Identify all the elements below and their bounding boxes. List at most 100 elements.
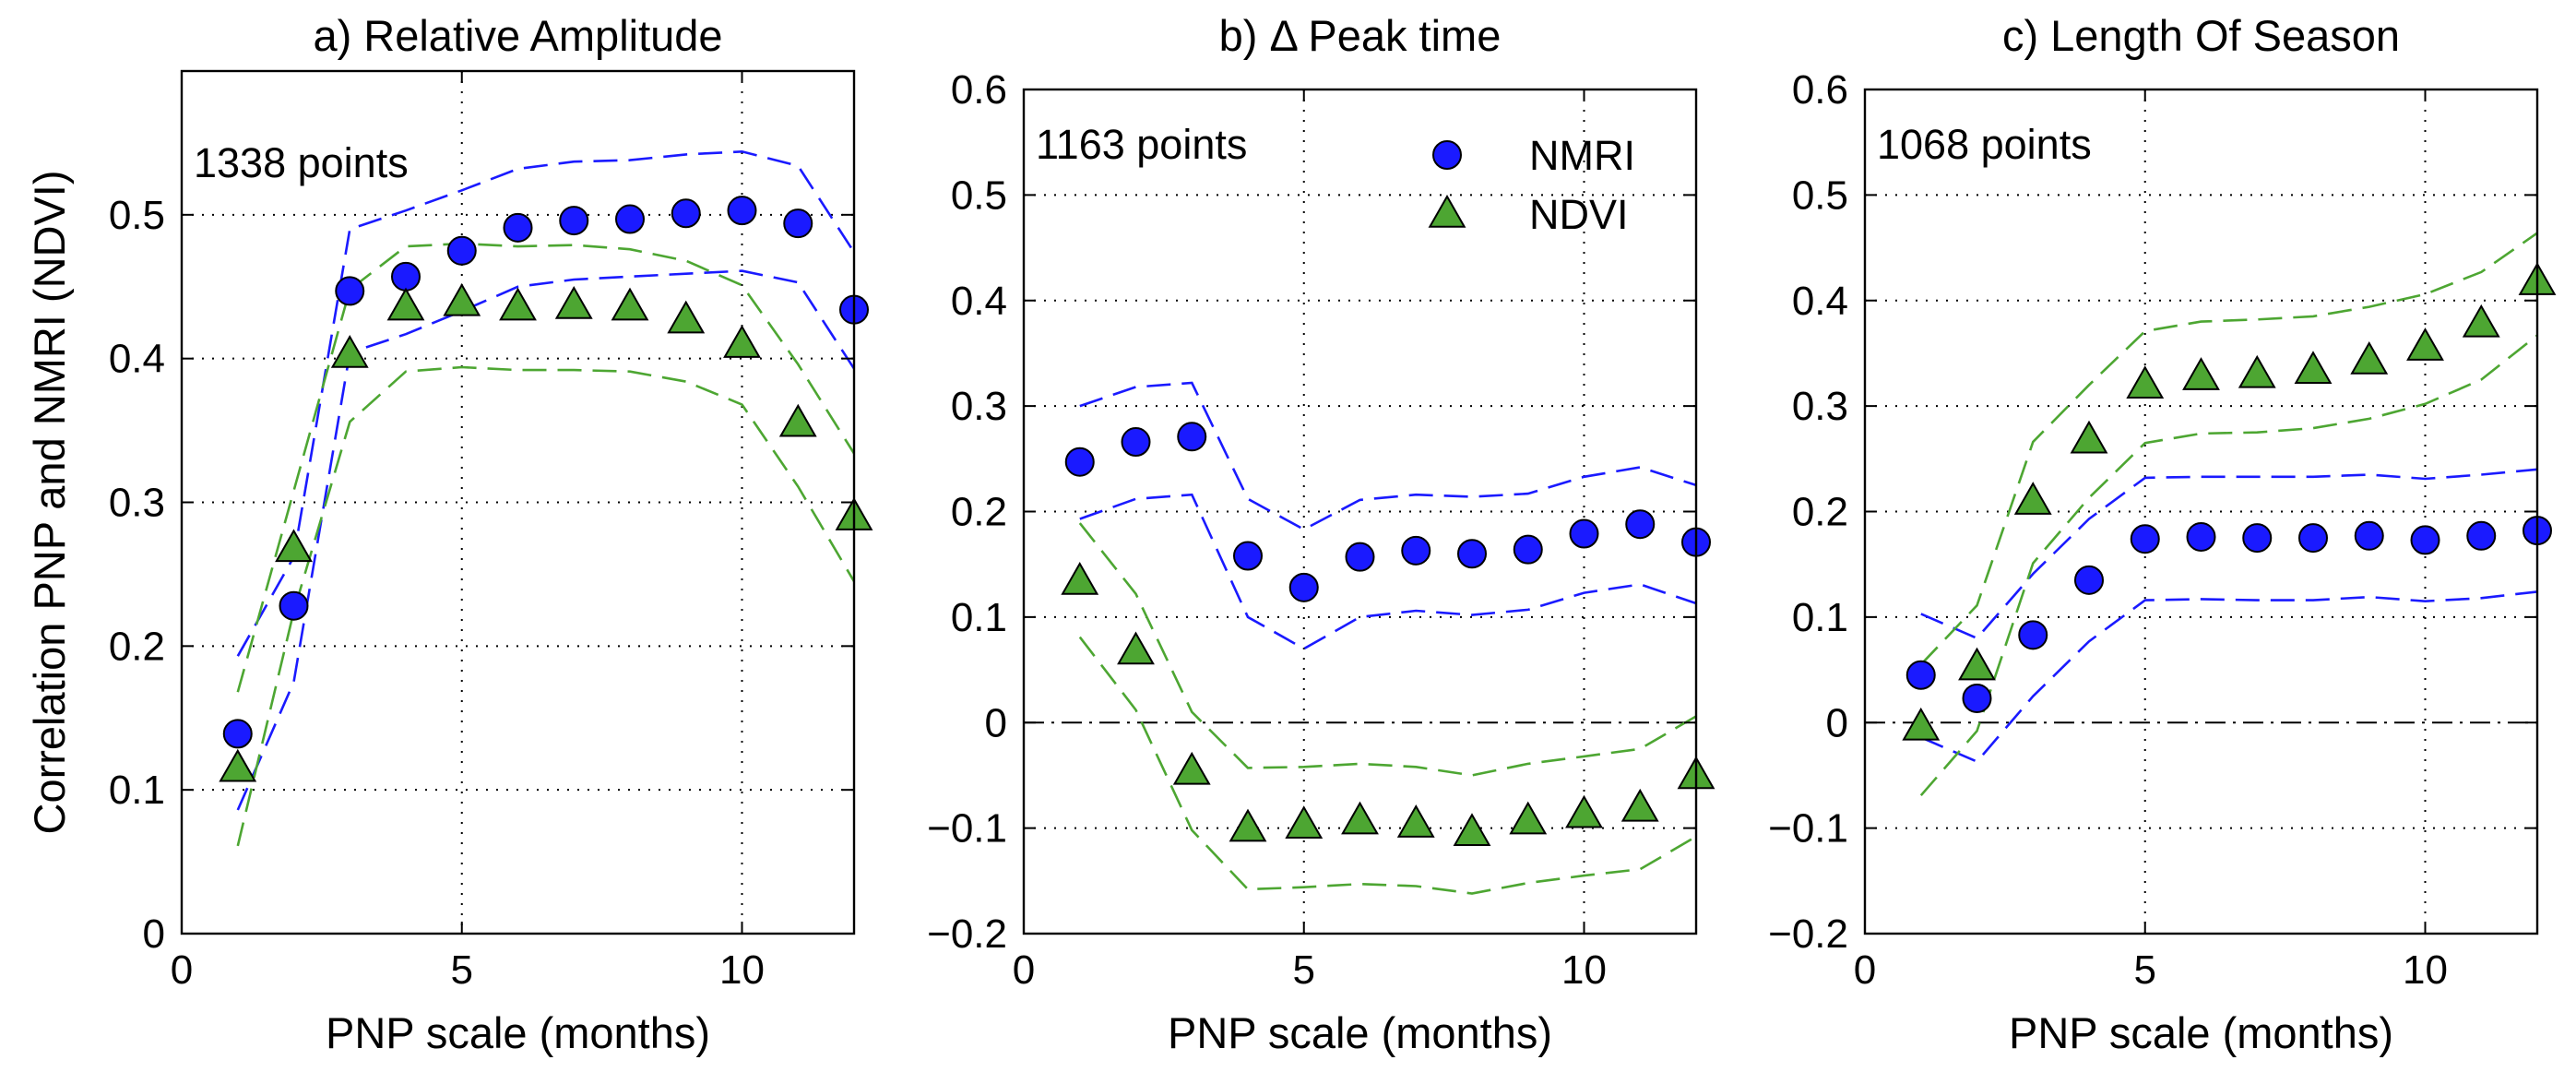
- points-annotation: 1338 points: [194, 139, 409, 186]
- point-ndvi-2: [275, 529, 313, 563]
- point-nmri-6: [1345, 542, 1375, 572]
- point-ndvi-5: [1285, 805, 1324, 839]
- point-ndvi-6: [499, 287, 537, 321]
- point-nmri-11: [1625, 509, 1656, 540]
- y-tick-label: 0.2: [109, 624, 165, 669]
- point-ndvi-1: [219, 748, 257, 782]
- points-annotation: 1163 points: [1036, 121, 1247, 168]
- y-tick-label: 0.1: [109, 768, 165, 813]
- y-tick-label: 0: [1826, 700, 1848, 745]
- x-tick-label: 5: [1293, 947, 1315, 993]
- point-ndvi-10: [723, 325, 761, 358]
- y-tick-label: 0: [985, 700, 1007, 745]
- chart-panel-2: 0 5 10 −0.2 −0.1 0 0.1 0.2 0.3 0.4 0.5 0.6 b) Δ Peak…: [927, 11, 1715, 1057]
- point-ndvi-8: [2294, 351, 2333, 385]
- y-tick-label: −0.1: [927, 806, 1007, 852]
- band-nmri-upper: [1079, 381, 1696, 531]
- point-ndvi-9: [2350, 340, 2389, 375]
- point-ndvi-6: [2182, 357, 2220, 390]
- band-ndvi-lower: [1078, 636, 1696, 895]
- legend-label-nmri: NMRI: [1529, 132, 1635, 179]
- chart-title: b) Δ Peak time: [1219, 11, 1502, 60]
- point-ndvi-1: [1061, 561, 1099, 595]
- point-ndvi-9: [667, 300, 706, 334]
- point-nmri-5: [446, 235, 477, 266]
- point-nmri-1: [222, 719, 253, 749]
- confidence-bands: [1919, 232, 2537, 797]
- point-ndvi-10: [1565, 794, 1603, 828]
- point-nmri-10: [2410, 525, 2440, 555]
- legend: NMRI NDVI: [1428, 132, 1635, 238]
- y-axis-label: Correlation PNP and NMRI (NDVI): [25, 170, 74, 834]
- point-nmri-5: [2130, 524, 2160, 554]
- y-tick-label: 0.2: [1792, 490, 1848, 535]
- point-nmri-2: [1121, 427, 1151, 458]
- y-tick-label: 0.5: [109, 193, 165, 238]
- point-nmri-11: [2466, 520, 2497, 551]
- x-axis-label: PNP scale (months): [1168, 1008, 1552, 1057]
- band-ndvi-upper: [1919, 232, 2537, 666]
- point-ndvi-10: [2406, 328, 2444, 361]
- x-tick-label: 10: [2403, 947, 2448, 993]
- point-ndvi-8: [1453, 813, 1491, 846]
- y-tick-label: 0.3: [1792, 384, 1848, 429]
- point-nmri-5: [1288, 572, 1319, 602]
- point-nmri-1: [1064, 447, 1095, 477]
- point-nmri-8: [615, 204, 645, 234]
- point-ndvi-5: [2126, 365, 2165, 399]
- x-tick-label: 0: [171, 947, 193, 993]
- legend-marker-ndvi: [1428, 195, 1466, 228]
- band-ndvi-lower: [1919, 334, 2537, 797]
- y-tick-label: 0.3: [109, 481, 165, 526]
- y-tick-label: 0.1: [1792, 595, 1848, 640]
- point-ndvi-11: [2462, 304, 2500, 338]
- x-tick-label: 5: [451, 947, 473, 993]
- point-nmri-11: [783, 208, 813, 239]
- point-ndvi-8: [611, 287, 649, 321]
- y-tick-label: 0.4: [109, 337, 165, 382]
- band-nmri-lower: [236, 269, 854, 811]
- point-nmri-4: [391, 261, 421, 292]
- band-nmri-upper: [1920, 468, 2537, 640]
- point-ndvi-1: [1902, 707, 1941, 741]
- point-ndvi-11: [1620, 788, 1659, 822]
- point-nmri-7: [1401, 535, 1431, 566]
- point-ndvi-4: [1229, 808, 1267, 842]
- y-tick-label: −0.2: [927, 911, 1007, 957]
- point-ndvi-4: [386, 287, 425, 321]
- x-tick-label: 5: [2134, 947, 2156, 993]
- point-ndvi-5: [443, 282, 481, 316]
- point-nmri-6: [2186, 521, 2216, 552]
- point-ndvi-3: [2013, 482, 2052, 515]
- point-ndvi-3: [1172, 751, 1211, 785]
- x-tick-label: 0: [1854, 947, 1876, 993]
- point-nmri-3: [335, 276, 365, 306]
- legend-marker-nmri: [1432, 140, 1462, 170]
- point-ndvi-2: [1117, 631, 1155, 665]
- y-tick-label: 0.3: [951, 384, 1007, 429]
- y-tick-label: 0.2: [951, 490, 1007, 535]
- chart-title: c) Length Of Season: [2002, 11, 2400, 60]
- point-nmri-6: [503, 212, 533, 243]
- y-tick-label: 0: [143, 911, 165, 957]
- point-ndvi-7: [554, 286, 593, 319]
- point-nmri-4: [1233, 541, 1263, 571]
- point-ndvi-7: [2238, 354, 2276, 388]
- point-nmri-2: [279, 590, 309, 621]
- y-tick-label: 0.1: [951, 595, 1007, 640]
- band-nmri-lower: [1079, 493, 1696, 650]
- x-axis-label: PNP scale (months): [2009, 1008, 2393, 1057]
- point-ndvi-7: [1396, 804, 1435, 838]
- confidence-bands: [1078, 381, 1696, 895]
- point-ndvi-9: [1509, 801, 1548, 835]
- point-nmri-9: [1513, 534, 1543, 565]
- y-tick-label: −0.2: [1768, 911, 1848, 957]
- point-nmri-4: [2074, 565, 2104, 595]
- point-ndvi-2: [1958, 647, 1996, 681]
- point-nmri-2: [1962, 683, 1992, 713]
- chart-panel-1: 0 5 10 0 0.1 0.2 0.3 0.4 0.5 a) Relative Amplitud…: [25, 11, 873, 1057]
- point-nmri-8: [2298, 523, 2328, 554]
- points-annotation: 1068 points: [1877, 121, 2092, 168]
- y-tick-label: 0.6: [951, 67, 1007, 113]
